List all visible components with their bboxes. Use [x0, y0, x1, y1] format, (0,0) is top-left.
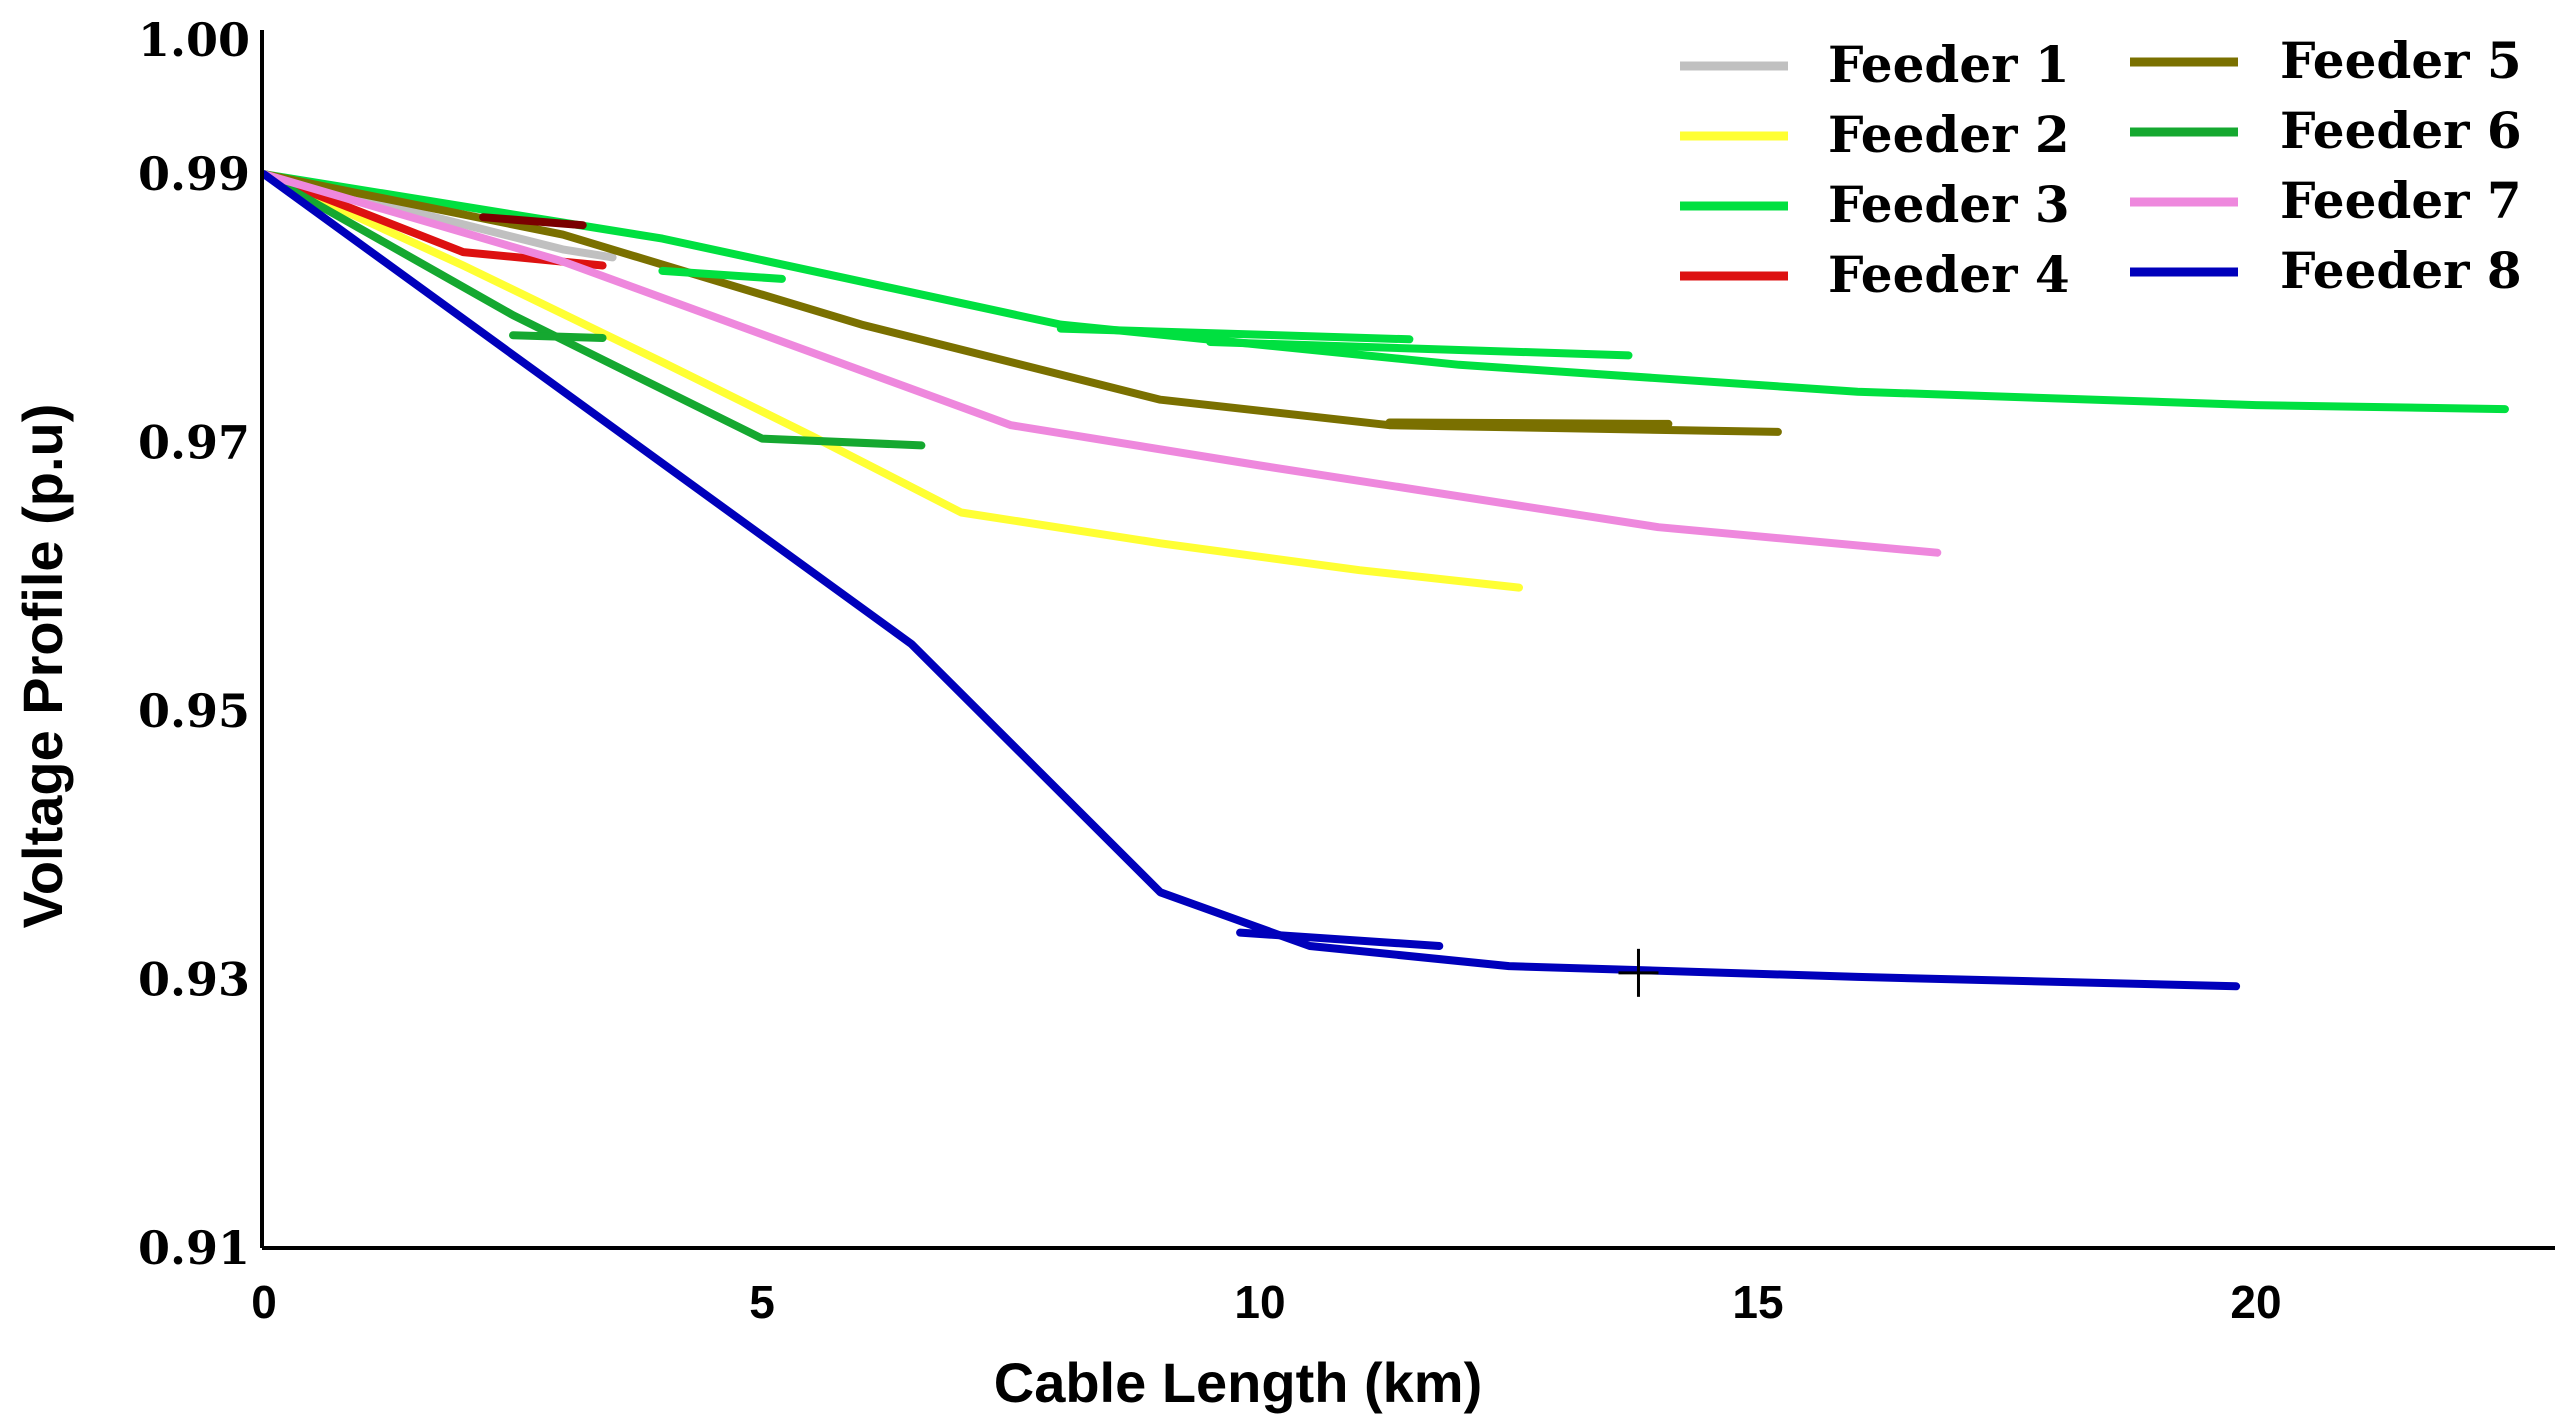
branch-segment-2	[1056, 324, 1414, 344]
legend-label: Feeder 2	[1828, 105, 2070, 164]
series-line-feeder-7	[260, 170, 1942, 557]
x-tick-label: 0	[251, 1276, 277, 1328]
branch-segment-1	[479, 213, 587, 230]
legend-label: Feeder 8	[2280, 241, 2522, 300]
series-line-feeder-6	[260, 170, 926, 450]
legend-label: Feeder 6	[2280, 101, 2522, 160]
x-axis-label: Cable Length (km)	[994, 1351, 1482, 1414]
legend-label: Feeder 5	[2280, 31, 2522, 90]
series-line-feeder-3	[260, 170, 2509, 414]
series-line-feeder-8	[260, 170, 2241, 991]
extra-segments	[479, 213, 1673, 950]
series-line-feeder-2	[260, 170, 1523, 592]
legend: Feeder 1 Feeder 2 Feeder 3 Feeder 4 Feeder 5…	[1680, 31, 2522, 304]
x-tick-label: 5	[749, 1276, 775, 1328]
legend-label: Feeder 7	[2280, 171, 2522, 230]
x-tick-label: 20	[2230, 1276, 2281, 1328]
x-tick-labels: 0 5 10 15 20	[251, 1276, 2281, 1328]
branch-segment-5	[509, 331, 607, 342]
branch-segment-4	[658, 266, 786, 283]
legend-label: Feeder 4	[1828, 245, 2070, 304]
branch-segment-3	[1206, 338, 1633, 360]
y-tick-label: 0.99	[138, 147, 250, 201]
x-tick-label: 15	[1732, 1276, 1783, 1328]
x-tick-label: 10	[1234, 1276, 1285, 1328]
y-axis-label: Voltage Profile (p.u)	[11, 404, 74, 929]
y-tick-label: 1.00	[138, 13, 250, 67]
y-tick-label: 0.93	[138, 953, 250, 1007]
y-tick-label: 0.95	[138, 684, 250, 738]
legend-label: Feeder 3	[1828, 175, 2070, 234]
axes	[260, 30, 2555, 1250]
plot-lines	[260, 170, 2509, 991]
legend-label: Feeder 1	[1828, 35, 2070, 94]
y-tick-labels: 0.91 0.93 0.95 0.97 0.99 1.00	[138, 13, 250, 1275]
y-tick-label: 0.91	[138, 1221, 250, 1275]
branch-segment-7	[1385, 418, 1673, 428]
y-tick-label: 0.97	[138, 416, 250, 470]
branch-segment-6	[1236, 928, 1444, 950]
crosshair-marker	[1618, 948, 1659, 997]
